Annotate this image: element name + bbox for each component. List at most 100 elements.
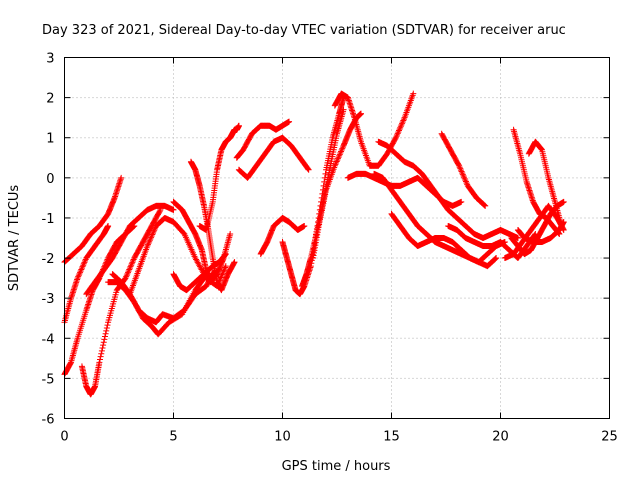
- data-point: [336, 151, 343, 158]
- data-point: [286, 118, 293, 125]
- x-tick-label: 25: [601, 430, 618, 445]
- data-point: [170, 206, 177, 213]
- data-point: [146, 237, 153, 244]
- data-point: [460, 172, 467, 179]
- data-point: [456, 162, 463, 169]
- data-point: [81, 259, 88, 266]
- data-point: [98, 347, 105, 354]
- data-point: [357, 110, 364, 117]
- data-point: [97, 353, 104, 360]
- plot-frame: [64, 57, 610, 419]
- y-axis-label: SDTVAR / TECUs: [7, 185, 22, 292]
- data-point: [128, 260, 135, 267]
- data-point: [103, 324, 110, 331]
- y-tick-label: -5: [42, 372, 55, 387]
- data-point: [75, 272, 82, 279]
- data-point: [77, 267, 84, 274]
- data-point: [337, 149, 344, 156]
- data-point: [400, 116, 407, 123]
- data-point: [101, 336, 108, 343]
- data-point: [333, 158, 340, 165]
- data-point: [457, 167, 464, 174]
- data-point: [231, 259, 238, 266]
- axis-ticks: 0 5 10 15 20 25 -6 -5 -4 -3 -2 -1 0 1 2 3: [42, 52, 618, 445]
- x-tick-label: 15: [383, 430, 400, 445]
- data-point: [219, 271, 226, 278]
- data-point: [305, 166, 312, 173]
- data-point: [104, 322, 111, 329]
- data-point: [156, 208, 163, 215]
- data-point: [100, 342, 107, 349]
- data-point: [124, 270, 131, 277]
- data-point: [98, 350, 105, 357]
- data-points: [61, 90, 567, 398]
- data-point: [458, 198, 465, 205]
- data-point: [221, 265, 228, 272]
- data-point: [130, 256, 137, 263]
- y-tick-label: 2: [46, 92, 54, 107]
- data-point: [457, 165, 464, 172]
- data-point: [75, 273, 82, 280]
- data-point: [397, 124, 404, 131]
- data-point: [96, 359, 103, 366]
- data-point: [150, 228, 157, 235]
- data-point: [148, 232, 155, 239]
- data-point: [394, 131, 401, 138]
- data-point: [334, 157, 341, 164]
- data-point: [126, 265, 133, 272]
- data-point: [336, 152, 343, 159]
- data-point: [480, 201, 487, 208]
- data-point: [125, 267, 132, 274]
- data-point: [338, 148, 345, 155]
- data-point: [400, 117, 407, 124]
- data-point: [322, 170, 329, 177]
- x-tick-label: 5: [169, 430, 177, 445]
- data-point: [560, 198, 567, 205]
- data-point: [144, 243, 151, 250]
- data-point: [82, 257, 89, 264]
- data-point: [462, 177, 469, 184]
- data-point: [105, 222, 112, 229]
- data-point: [339, 144, 346, 151]
- data-point: [78, 265, 85, 272]
- data-point: [123, 273, 130, 280]
- y-tick-label: -2: [42, 252, 55, 267]
- y-tick-label: 0: [46, 172, 54, 187]
- data-point: [399, 120, 406, 127]
- data-point: [461, 175, 468, 182]
- data-point: [456, 164, 463, 171]
- x-tick-label: 0: [60, 430, 68, 445]
- data-point: [397, 123, 404, 130]
- data-point: [97, 356, 104, 363]
- data-point: [222, 264, 229, 271]
- data-point: [338, 147, 345, 154]
- data-point: [399, 118, 406, 125]
- data-point: [560, 218, 567, 225]
- data-point: [332, 161, 339, 168]
- data-point: [80, 262, 87, 269]
- data-point: [459, 169, 466, 176]
- data-point: [126, 266, 133, 273]
- data-point: [74, 275, 81, 282]
- data-point: [482, 202, 489, 209]
- data-point: [144, 241, 151, 248]
- data-point: [128, 262, 135, 269]
- data-point: [218, 273, 225, 280]
- data-point: [122, 275, 129, 282]
- data-point: [395, 127, 402, 134]
- data-point: [78, 266, 85, 273]
- data-point: [101, 333, 108, 340]
- data-point: [481, 202, 488, 209]
- y-tick-label: -3: [42, 292, 55, 307]
- data-point: [331, 162, 338, 169]
- data-point: [217, 274, 224, 281]
- data-point: [463, 179, 470, 186]
- data-point: [220, 267, 227, 274]
- data-point: [493, 255, 500, 262]
- data-point: [334, 155, 341, 162]
- data-point: [459, 171, 466, 178]
- data-point: [151, 225, 158, 232]
- data-point: [99, 345, 106, 352]
- data-point: [410, 90, 417, 97]
